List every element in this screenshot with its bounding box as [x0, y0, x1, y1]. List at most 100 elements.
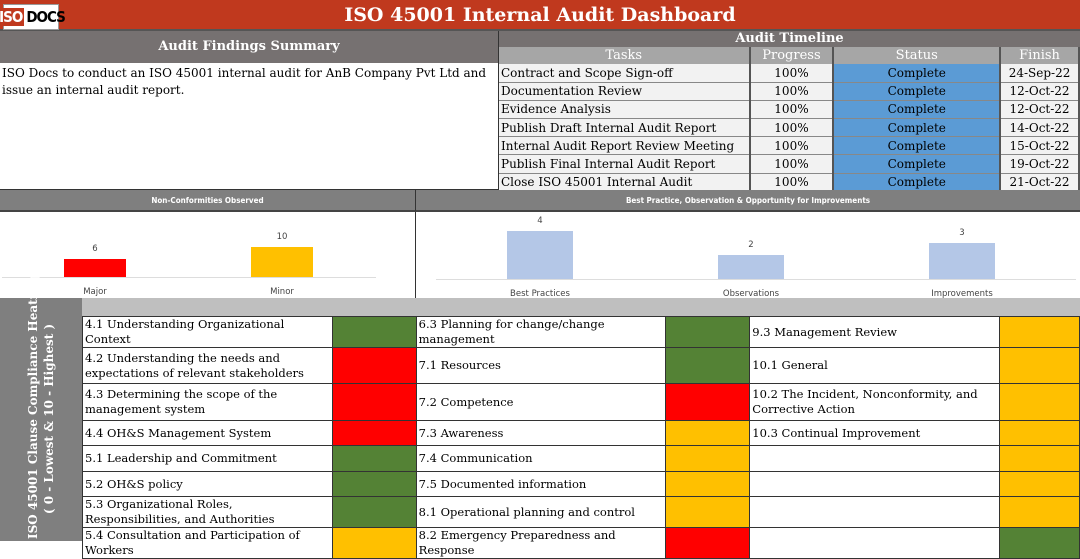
clause-score-red — [665, 383, 751, 421]
task-name: Publish Final Internal Audit Report — [499, 154, 751, 174]
timeline-row: Publish Draft Internal Audit Report 100% C… — [499, 118, 1080, 138]
task-finish: 21-Oct-22 — [1000, 173, 1080, 192]
timeline-row: Evidence Analysis 100% Complete 12-Oct-22 — [499, 100, 1080, 120]
clause-label: 7.1 Resources — [415, 347, 667, 384]
clause-score-green — [331, 445, 417, 472]
bar-value-label: 3 — [959, 228, 965, 238]
heatmap-row: 5.4 Consultation and Participation of Wo… — [82, 527, 1080, 559]
clause-label: 7.5 Documented information — [415, 471, 667, 497]
task-finish: 14-Oct-22 — [1000, 118, 1080, 138]
task-progress: 100% — [749, 64, 835, 83]
clause-label: 5.4 Consultation and Participation of Wo… — [82, 527, 333, 559]
task-status: Complete — [833, 118, 1002, 138]
clause-score-yellow — [999, 420, 1080, 446]
timeline-row: Close ISO 45001 Internal Audit 100% Comple… — [499, 173, 1080, 192]
task-name: Contract and Scope Sign-off — [499, 64, 751, 83]
heatmap-title: ISO 45001 Clause Compliance Heatmap — [26, 270, 40, 539]
clause-score-red — [331, 347, 417, 384]
heatmap-row: 4.3 Determining the scope of the managem… — [82, 383, 1080, 421]
timeline-heading: Audit Timeline — [499, 31, 1080, 47]
clause-label: 7.2 Competence — [415, 383, 667, 421]
clause-label — [749, 527, 1001, 559]
nc-chart: 6 Major 10 Minor — [0, 212, 416, 298]
timeline-row: Internal Audit Report Review Meeting 100%… — [499, 136, 1080, 156]
clause-label: 4.3 Determining the scope of the managem… — [82, 383, 333, 421]
nc-chart-title: Non-Conformities Observed — [0, 190, 416, 212]
bar-value-label: 4 — [537, 216, 543, 226]
category-label: Minor — [270, 287, 294, 297]
category-label: Best Practices — [510, 289, 570, 299]
clause-score-green — [665, 347, 751, 384]
clause-label: 10.3 Continual Improvement — [749, 420, 1001, 446]
timeline-row: Contract and Scope Sign-off 100% Complete 2… — [499, 64, 1080, 83]
heatmap-row: 5.3 Organizational Roles, Responsibiliti… — [82, 496, 1080, 528]
heatmap-row: 4.2 Understanding the needs and expectat… — [82, 347, 1080, 384]
clause-label — [749, 496, 1001, 528]
bar-major — [64, 259, 126, 277]
clause-score-yellow — [665, 471, 751, 497]
clause-score-yellow — [999, 383, 1080, 421]
clause-score-yellow — [999, 471, 1080, 497]
clause-score-yellow — [999, 316, 1080, 348]
clause-label: 9.3 Management Review — [749, 316, 1001, 348]
task-status: Complete — [833, 136, 1002, 156]
task-status: Complete — [833, 82, 1002, 101]
task-progress: 100% — [749, 82, 835, 101]
chart-axis — [436, 279, 1076, 280]
clause-score-red — [331, 420, 417, 446]
clause-score-green — [665, 316, 751, 348]
clause-label — [749, 445, 1001, 472]
clause-score-green — [331, 496, 417, 528]
clause-label: 6.3 Planning for change/change managemen… — [415, 316, 667, 348]
clause-score-red — [665, 527, 751, 559]
task-status: Complete — [833, 173, 1002, 192]
task-progress: 100% — [749, 118, 835, 138]
col-finish: Finish — [1000, 47, 1080, 64]
col-status: Status — [833, 47, 1002, 64]
bar-observations — [718, 255, 784, 279]
iso-docs-logo: ISO DOCS — [0, 4, 66, 30]
bar-improvements — [929, 243, 995, 279]
heatmap-row: 4.1 Understanding Organizational Context… — [82, 316, 1080, 348]
col-tasks: Tasks — [499, 47, 751, 64]
clause-score-yellow — [331, 527, 417, 559]
clause-score-red — [331, 383, 417, 421]
dashboard-title: ISO 45001 Internal Audit Dashboard — [344, 4, 736, 26]
clause-score-green — [999, 527, 1080, 559]
chart-axis — [2, 277, 376, 278]
clause-score-yellow — [665, 496, 751, 528]
timeline-table: Tasks Progress Status Finish Contract an… — [499, 47, 1080, 192]
clause-label: 4.2 Understanding the needs and expectat… — [82, 347, 333, 384]
bar-minor — [251, 247, 313, 277]
summary-heading: Audit Findings Summary — [0, 31, 499, 63]
clause-score-green — [331, 471, 417, 497]
heatmap-row: 4.4 OH&S Management System 7.3 Awareness 1… — [82, 420, 1080, 446]
clause-label: 10.2 The Incident, Nonconformity, and Co… — [749, 383, 1001, 421]
bar-value-label: 2 — [748, 240, 754, 250]
clause-label: 8.2 Emergency Preparedness and Response — [415, 527, 667, 559]
task-name: Evidence Analysis — [499, 100, 751, 120]
clause-score-green — [331, 316, 417, 348]
category-label: Improvements — [931, 289, 993, 299]
task-progress: 100% — [749, 100, 835, 120]
task-progress: 100% — [749, 173, 835, 192]
clause-label — [749, 471, 1001, 497]
task-status: Complete — [833, 64, 1002, 83]
bar-value-label: 6 — [92, 244, 98, 254]
clause-score-yellow — [665, 420, 751, 446]
logo-iso: ISO — [0, 8, 25, 26]
logo-docs: DOCS — [26, 8, 66, 26]
timeline-row: Publish Final Internal Audit Report 100% C… — [499, 154, 1080, 174]
bp-chart-title: Best Practice, Observation & Opportunity… — [416, 190, 1080, 212]
task-finish: 24-Sep-22 — [1000, 64, 1080, 83]
task-name: Documentation Review — [499, 82, 751, 101]
col-progress: Progress — [749, 47, 835, 64]
bp-chart: 4 Best Practices 2 Observations 3 Improvement… — [416, 212, 1080, 299]
timeline-row: Documentation Review 100% Complete 12-Oct-2… — [499, 82, 1080, 101]
task-progress: 100% — [749, 136, 835, 156]
clause-label: 4.4 OH&S Management System — [82, 420, 333, 446]
task-name: Internal Audit Report Review Meeting — [499, 136, 751, 156]
bar-value-label: 10 — [276, 232, 288, 242]
task-name: Close ISO 45001 Internal Audit — [499, 173, 751, 192]
title-bar — [0, 0, 1080, 31]
